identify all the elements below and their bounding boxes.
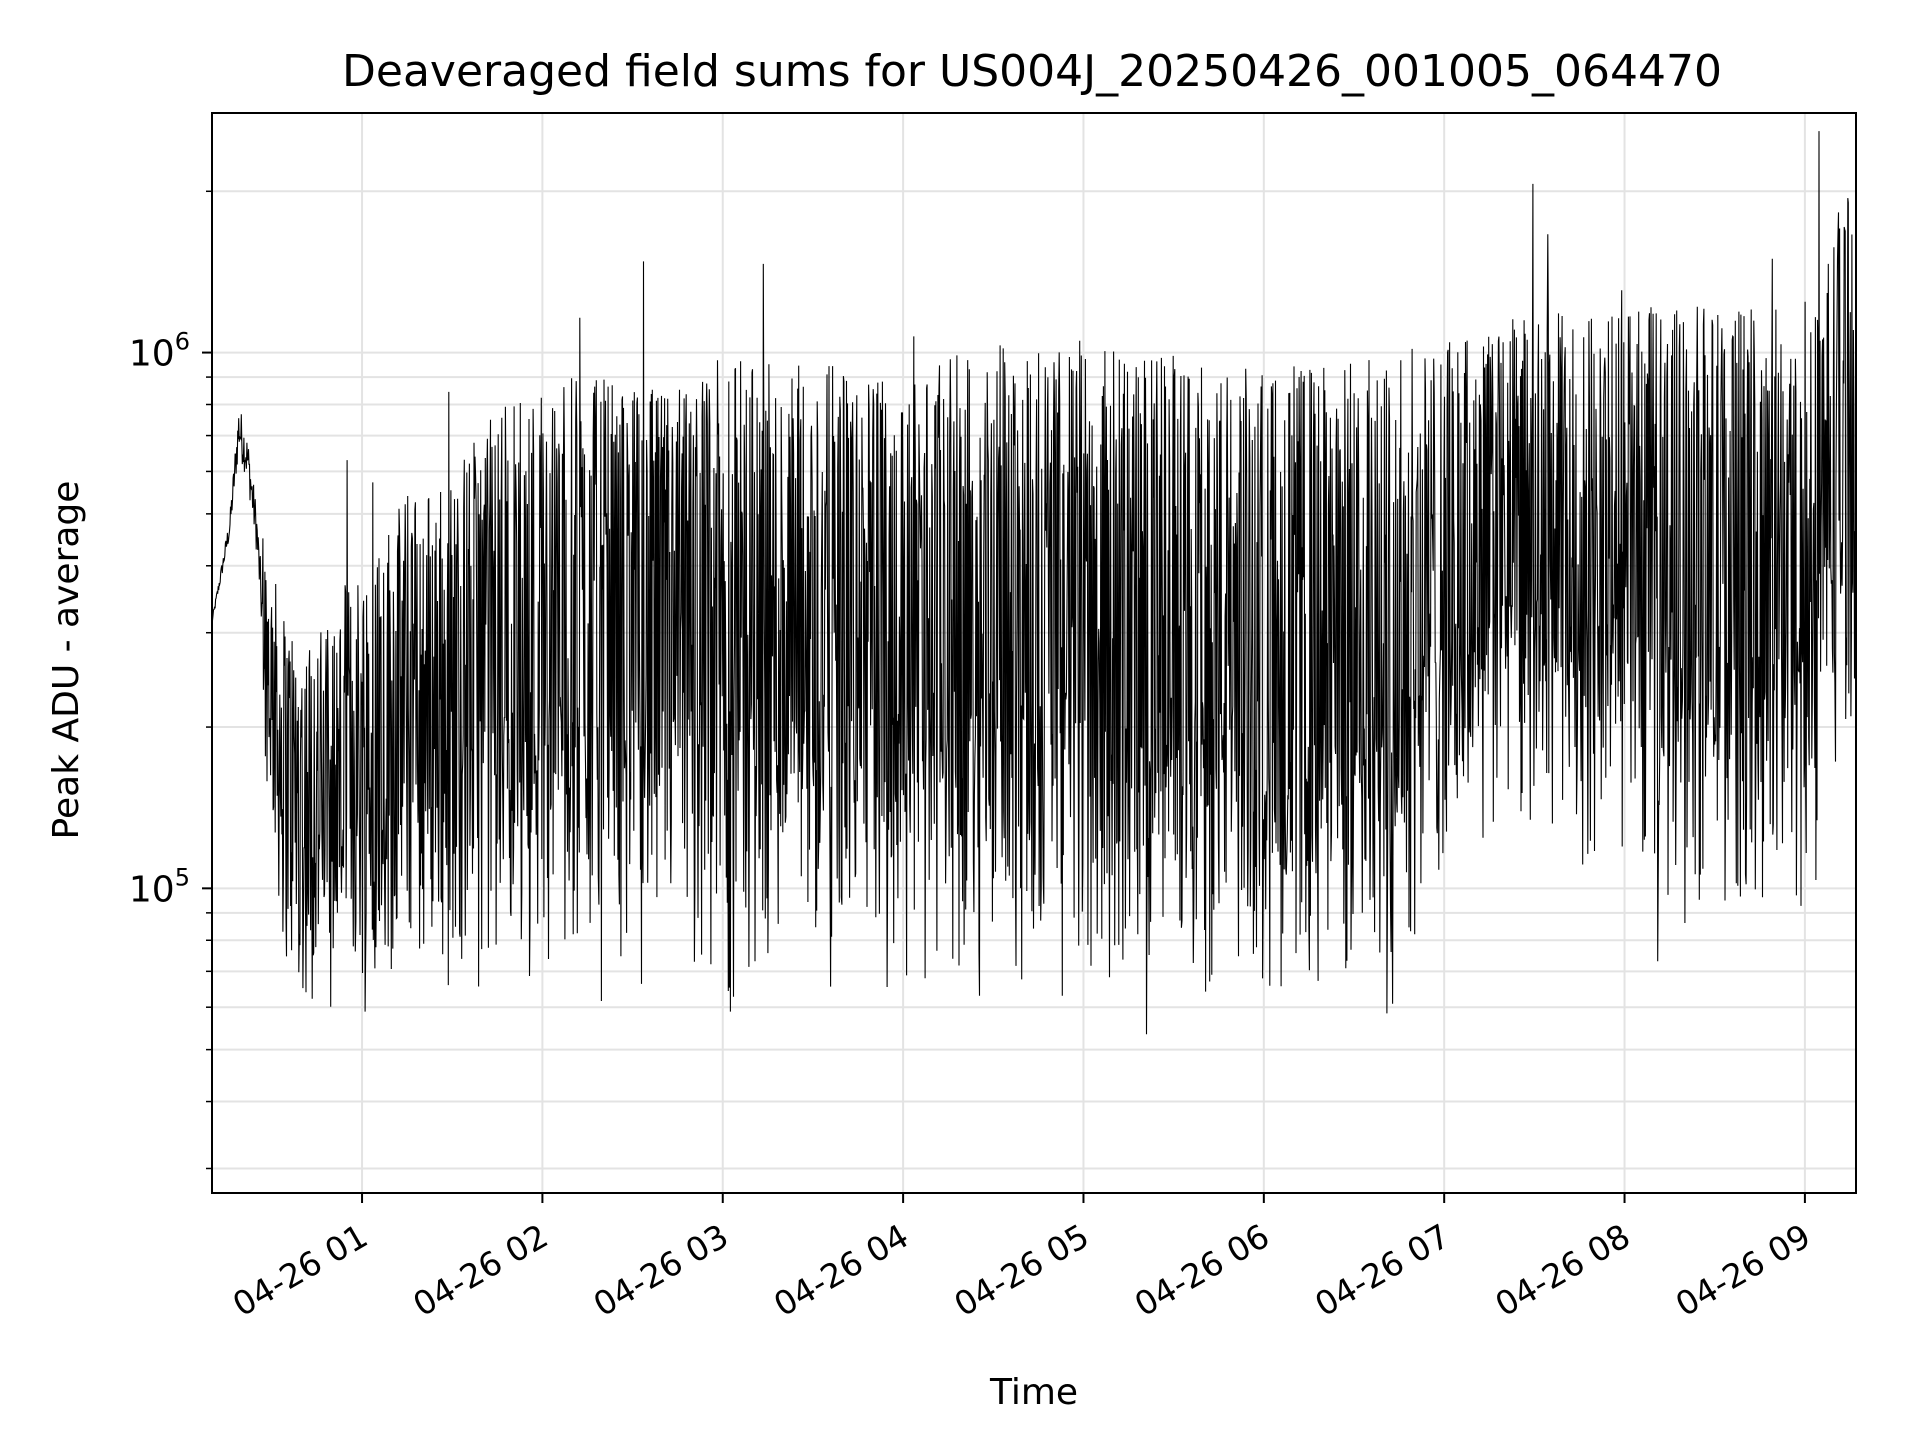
- y-tick-label: 106: [129, 328, 190, 375]
- x-tick-label: 04-26 09: [1669, 1216, 1817, 1324]
- y-tick-label: 105: [129, 863, 190, 910]
- x-tick-label: 04-26 02: [406, 1216, 554, 1324]
- y-tick-base: 10: [129, 334, 175, 375]
- y-tick-base: 10: [129, 869, 175, 910]
- x-axis: 04-26 01 04-26 02 04-26 03 04-26 04 04-26 05…: [226, 1193, 1817, 1324]
- y-axis-label: Peak ADU - average: [46, 481, 87, 840]
- x-axis-label: Time: [989, 1372, 1078, 1413]
- x-tick-label: 04-26 05: [947, 1216, 1095, 1324]
- x-tick-label: 04-26 07: [1308, 1216, 1456, 1324]
- plot-series: [211, 131, 1857, 1035]
- chart-title: Deaveraged field sums for US004J_2025042…: [342, 46, 1722, 97]
- series-line: [211, 131, 1857, 1035]
- x-tick-label: 04-26 04: [767, 1216, 915, 1324]
- plot-frame: [211, 112, 1857, 1194]
- x-tick-label: 04-26 08: [1489, 1216, 1637, 1324]
- y-tick-exponent: 6: [175, 328, 190, 356]
- x-tick-label: 04-26 01: [226, 1216, 374, 1324]
- y-tick-exponent: 5: [175, 863, 190, 891]
- x-tick-label: 04-26 03: [587, 1216, 735, 1324]
- x-tick-label: 04-26 06: [1128, 1216, 1276, 1324]
